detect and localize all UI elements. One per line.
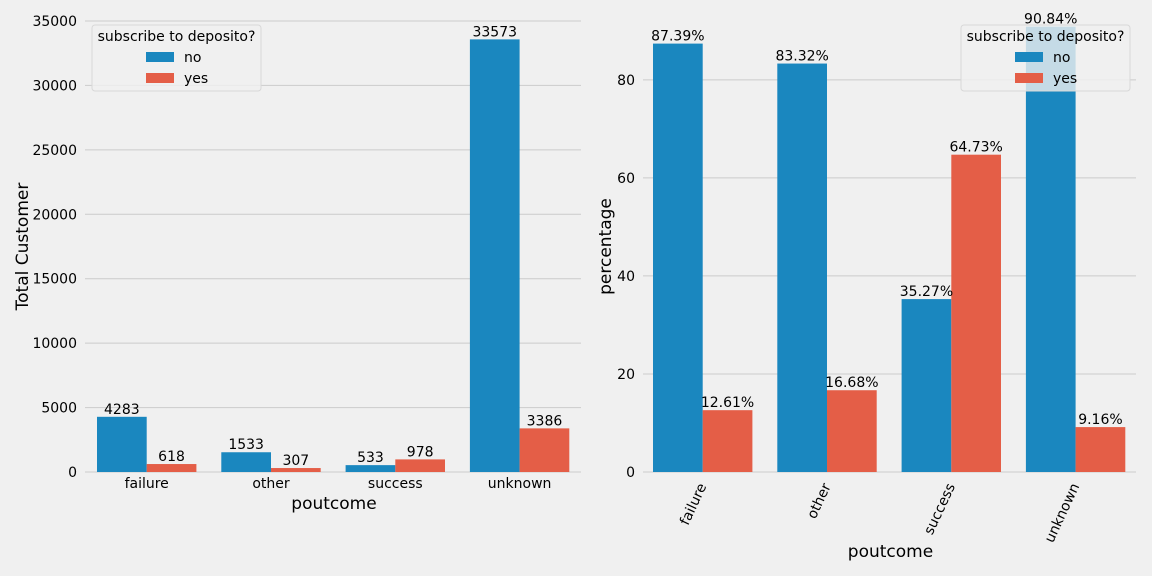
bar-yes-other (827, 390, 877, 472)
data-label: 3386 (527, 413, 563, 429)
y-tick-label: 80 (617, 73, 635, 89)
bar-no-success (345, 465, 396, 472)
y-axis-label: percentage (596, 198, 616, 295)
legend-swatch-yes (1015, 73, 1043, 83)
data-label: 83.32% (775, 49, 828, 65)
data-label: 35.27% (900, 284, 953, 300)
y-tick-label: 5000 (41, 401, 77, 417)
legend-label: no (1053, 50, 1070, 66)
x-tick-label: failure (125, 476, 169, 492)
bar-yes-success (395, 459, 445, 472)
legend-label: yes (184, 71, 208, 87)
data-label: 16.68% (825, 375, 878, 391)
bar-no-success (901, 299, 952, 472)
y-tick-label: 30000 (32, 78, 77, 94)
bar-no-unknown (469, 39, 520, 473)
y-tick-label: 20000 (32, 207, 77, 223)
x-tick-label: failure (677, 481, 710, 528)
data-label: 533 (357, 450, 384, 466)
legend-frame (960, 24, 1131, 92)
bar-no-failure (97, 416, 147, 472)
data-label: 978 (407, 444, 434, 460)
y-tick-label: 10000 (32, 336, 77, 352)
x-axis-label: poutcome (848, 542, 933, 562)
data-label: 90.84% (1024, 12, 1077, 28)
legend-label: yes (1053, 71, 1077, 87)
x-tick-label: success (368, 476, 423, 492)
data-label: 64.73% (949, 140, 1002, 156)
legend-title: subscribe to deposito? (967, 29, 1125, 45)
data-label: 9.16% (1078, 412, 1122, 428)
x-tick-label: other (804, 481, 834, 522)
x-tick-label: unknown (488, 476, 552, 492)
chart-1: 0 5000 10000 15000 20000 25000 30000 35000 failu… (13, 14, 581, 514)
y-tick-label: 40 (617, 269, 635, 285)
y-tick-label: 60 (617, 171, 635, 187)
data-label: 87.39% (651, 29, 704, 45)
legend-frame (91, 24, 262, 92)
x-tick-label: success (921, 481, 959, 537)
legend-swatch-yes (146, 73, 174, 83)
y-tick-label: 15000 (32, 272, 77, 288)
bar-yes-unknown (519, 428, 570, 472)
data-label: 307 (282, 453, 309, 469)
bar-yes-success (951, 154, 1001, 472)
y-tick-label: 25000 (32, 143, 77, 159)
data-label: 4283 (104, 402, 140, 418)
legend-swatch-no (1015, 52, 1043, 62)
bar-yes-failure (702, 410, 753, 472)
bar-no-failure (653, 43, 703, 472)
data-label: 618 (158, 449, 185, 465)
y-tick-label: 0 (626, 465, 635, 481)
chart-2: 0 20 40 60 80 failure other success unknown poutc… (596, 12, 1136, 562)
bar-yes-other (271, 468, 321, 472)
bar-no-other (221, 452, 271, 472)
bar-no-other (777, 63, 827, 472)
x-tick-label: unknown (1042, 481, 1083, 545)
y-axis-label: Total Customer (13, 183, 33, 312)
legend-label: no (184, 50, 201, 66)
y-tick-label: 0 (68, 465, 77, 481)
bar-yes-unknown (1075, 427, 1126, 472)
bar-no-unknown (1025, 26, 1076, 472)
data-label: 33573 (472, 24, 517, 40)
legend-title: subscribe to deposito? (98, 29, 256, 45)
y-tick-label: 35000 (32, 14, 77, 30)
legend: subscribe to deposito? no yes (960, 24, 1131, 92)
bar-yes-failure (146, 464, 197, 472)
legend: subscribe to deposito? no yes (91, 24, 262, 92)
legend-swatch-no (146, 52, 174, 62)
x-axis-label: poutcome (291, 494, 376, 514)
y-tick-label: 20 (617, 367, 635, 383)
data-label: 1533 (228, 437, 264, 453)
x-tick-label: other (252, 476, 290, 492)
data-label: 12.61% (701, 395, 754, 411)
